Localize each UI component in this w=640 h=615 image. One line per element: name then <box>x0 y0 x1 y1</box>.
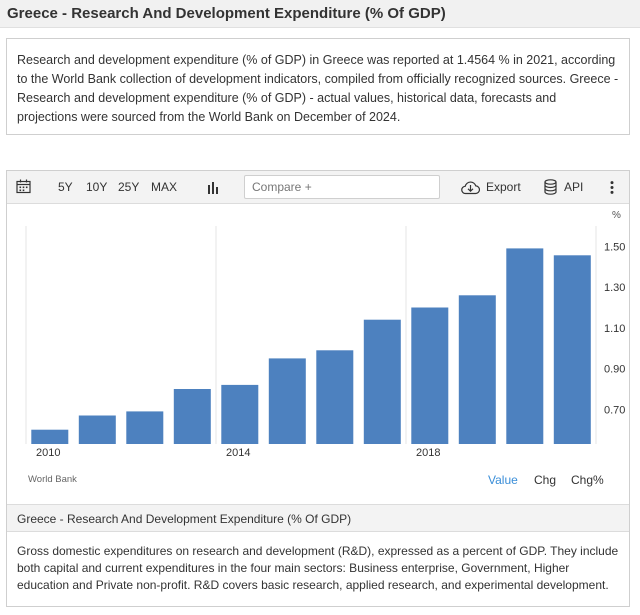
title-bar: Greece - Research And Development Expend… <box>0 0 640 28</box>
bar-2018[interactable] <box>411 307 449 445</box>
bar-chart: 0.70 0.90 1.10 1.30 1.50% 2010 2014 2018 <box>25 210 625 459</box>
grid-lines <box>25 226 597 444</box>
bars <box>31 248 591 444</box>
api-button[interactable]: API <box>564 180 584 194</box>
indicator-title: Greece - Research And Development Expend… <box>17 512 352 526</box>
indicator-title-band: Greece - Research And Development Expend… <box>7 504 629 532</box>
compare-input[interactable] <box>244 175 440 199</box>
tab-chg[interactable]: Chg <box>534 473 557 487</box>
summary-text: Research and development expenditure (% … <box>17 53 619 124</box>
x-tick-label: 2014 <box>226 447 250 459</box>
y-tick-label: 0.90 <box>604 364 625 376</box>
indicator-definition: Gross domestic expenditures on research … <box>17 544 619 592</box>
range-max-button[interactable]: MAX <box>151 180 178 194</box>
axis-labels: 0.70 0.90 1.10 1.30 1.50% 2010 2014 2018 <box>36 210 625 459</box>
bar-2020[interactable] <box>506 248 544 444</box>
range-5y-button[interactable]: 5Y <box>58 180 73 194</box>
y-unit-label: % <box>612 210 621 221</box>
bar-chart-icon[interactable] <box>207 181 219 199</box>
export-button[interactable]: Export <box>486 180 521 194</box>
y-tick-label: 1.30 <box>604 282 625 294</box>
calendar-icon[interactable] <box>16 179 31 199</box>
y-tick-label: 1.10 <box>604 323 625 335</box>
tab-value[interactable]: Value <box>488 473 518 487</box>
tab-chg-pct[interactable]: Chg% <box>571 473 604 487</box>
x-tick-label: 2018 <box>416 447 440 459</box>
bar-2011[interactable] <box>78 415 116 445</box>
bar-2012[interactable] <box>126 411 164 444</box>
range-10y-button[interactable]: 10Y <box>86 180 108 194</box>
page-title: Greece - Research And Development Expend… <box>7 5 446 22</box>
range-25y-button[interactable]: 25Y <box>118 180 140 194</box>
summary-box: Research and development expenditure (% … <box>6 38 630 135</box>
bar-2013[interactable] <box>173 389 211 444</box>
source-label: World Bank <box>28 474 77 485</box>
cloud-download-icon[interactable] <box>461 180 481 200</box>
vertical-dots-icon[interactable] <box>610 181 614 199</box>
y-tick-label: 1.50 <box>604 241 625 253</box>
chart-panel: 5Y 10Y 25Y MAX Export <box>6 170 630 607</box>
database-icon[interactable] <box>544 179 557 200</box>
bar-2017[interactable] <box>363 319 401 444</box>
bar-2015[interactable] <box>268 358 306 444</box>
bar-2021[interactable] <box>553 255 591 444</box>
y-tick-label: 0.70 <box>604 404 625 416</box>
x-tick-label: 2010 <box>36 447 60 459</box>
bar-2016[interactable] <box>316 350 354 444</box>
bar-2014[interactable] <box>221 384 259 444</box>
bar-2010[interactable] <box>31 429 69 444</box>
bar-2019[interactable] <box>458 295 496 444</box>
chart-toolbar: 5Y 10Y 25Y MAX Export <box>7 171 629 204</box>
